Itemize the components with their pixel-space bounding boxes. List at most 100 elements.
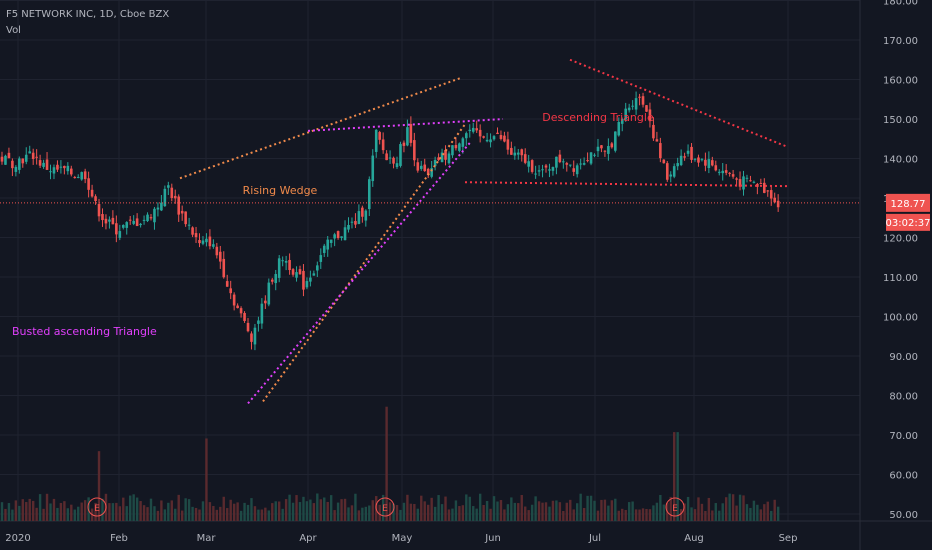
volume-bar [215,509,219,521]
volume-bar [305,501,309,521]
price-axis-label: 170.00 [883,36,918,47]
candle-body [225,281,229,287]
volume-bar [309,499,312,521]
candle-body [198,240,201,244]
candle-body [167,185,170,188]
candle-body [312,273,316,276]
trendline[interactable] [569,58,788,148]
volume-bar [569,499,572,521]
candle-body [478,129,482,137]
volume-bar [704,510,707,521]
candle-body [343,227,347,241]
candle-body [28,151,32,154]
volume-bar [749,507,752,521]
candle-body [447,153,451,164]
candle-body [191,227,194,235]
volume-bar [77,506,80,521]
volume-bar [624,509,627,521]
candle-body [0,156,4,162]
volume-bar [381,494,385,521]
candle-body [745,177,749,179]
volume-bar [191,506,194,521]
volume-bar [756,504,759,521]
time-axis-label: Jul [588,533,601,544]
volume-bar [690,507,693,521]
candle-body [575,165,579,175]
volume-bar [524,506,527,521]
candle-body [66,165,70,172]
candle-body [108,219,111,222]
candle-body [236,305,239,309]
candle-body [662,159,666,164]
price-axis-label: 50.00 [889,510,918,521]
volume-bar [472,506,475,521]
volume-bar [721,503,724,521]
candle-body [121,225,125,228]
earnings-marker-icon[interactable] [665,497,685,517]
candle-body [568,164,572,166]
candle-body [309,277,312,282]
volume-bar [260,509,264,521]
candle-body [468,129,472,132]
candle-body [388,157,392,159]
candle-body [149,217,153,219]
candle-body [461,138,465,147]
candle-body [773,197,776,203]
candle-body [329,239,333,243]
volume-bar [752,500,756,521]
volume-bar [139,501,142,521]
candle-body [624,108,627,120]
volume-bar [558,502,562,521]
volume-bar [745,504,749,521]
candle-body [676,163,679,167]
candle-body [90,189,94,197]
candle-body [638,96,641,98]
volume-bar [170,500,173,521]
volume-bar [18,505,21,521]
candle-body [56,164,59,170]
candle-body [645,105,648,112]
candle-body [170,187,174,198]
candle-body [430,168,433,177]
volume-bar [614,498,617,521]
candle-body [115,223,118,235]
time-axis-label: 2020 [5,533,30,544]
volume-bar [724,497,728,521]
candle-body [277,258,281,278]
price-axis-label: 140.00 [883,155,918,166]
volume-bar [683,503,686,521]
candle-body [600,145,603,149]
candle-body [454,145,458,149]
volume-bar [56,507,59,521]
candle-body [347,224,350,230]
volume-bar [763,504,766,521]
volume-bar [669,496,672,521]
candle-body [433,159,437,167]
volume-bar [222,496,225,521]
trendline[interactable] [464,181,789,188]
candle-body [409,124,413,143]
candle-body [735,178,738,180]
volume-bar [177,494,180,521]
candle-body [374,129,378,152]
volume-bar [288,494,291,521]
earnings-marker-icon[interactable] [375,497,395,517]
volume-bar [416,508,419,521]
volume-bar [326,501,329,521]
trendline[interactable] [247,142,471,405]
volume-bar [73,509,76,521]
candle-body [413,140,416,161]
volume-bar [229,499,232,521]
candle-body [399,144,402,166]
volume-bar [153,506,156,521]
candle-body [180,210,184,214]
candle-body [756,183,759,187]
candle-body [704,159,707,166]
candle-body [45,159,49,170]
candle-body [686,150,690,154]
volume-bar [239,510,243,521]
candle-body [177,196,181,215]
volume-bar [596,510,600,521]
earnings-marker-icon[interactable] [87,497,107,517]
